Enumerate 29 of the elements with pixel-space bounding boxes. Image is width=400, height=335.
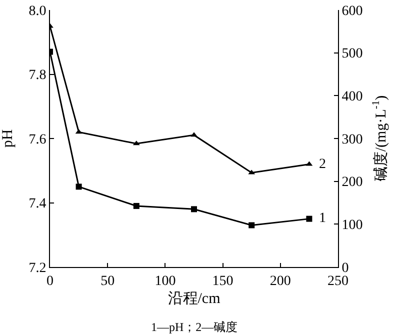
x-tick-label: 100 (154, 274, 176, 289)
y-tick-label: 8.0 (28, 4, 46, 19)
point (248, 222, 255, 228)
series-label: 1 (319, 211, 326, 226)
y2-tick-label: 600 (342, 4, 363, 19)
y-tick-label: 7.8 (28, 68, 46, 84)
y2-tick-label: 0 (342, 260, 349, 276)
x-tick-label: 150 (212, 274, 234, 289)
point (190, 132, 198, 137)
y-tick-label: 7.2 (28, 260, 46, 276)
x-tick-label: 200 (270, 274, 291, 289)
y-tick-label: 7.4 (28, 196, 46, 212)
point (76, 184, 82, 190)
point (133, 202, 140, 209)
y-tick-label: 7.6 (28, 132, 46, 148)
x-tick-label: 50 (100, 274, 115, 289)
x-tick-label: 250 (328, 274, 348, 289)
y2-tick-label: 400 (342, 90, 363, 105)
y-axis-title: pH (0, 129, 16, 148)
x-tick-label: 0 (46, 274, 54, 289)
y2-tick-label: 200 (342, 175, 363, 190)
text: 1—pH；2—碱度 (151, 320, 238, 334)
y2-tick-label: 100 (342, 218, 363, 234)
y2-tick-label: 300 (342, 132, 363, 148)
point (306, 216, 312, 222)
point (191, 206, 197, 212)
x-axis-title: 沿程/cm (168, 290, 221, 307)
series-label: 2 (319, 157, 326, 172)
y2-tick-label: 500 (342, 46, 363, 62)
